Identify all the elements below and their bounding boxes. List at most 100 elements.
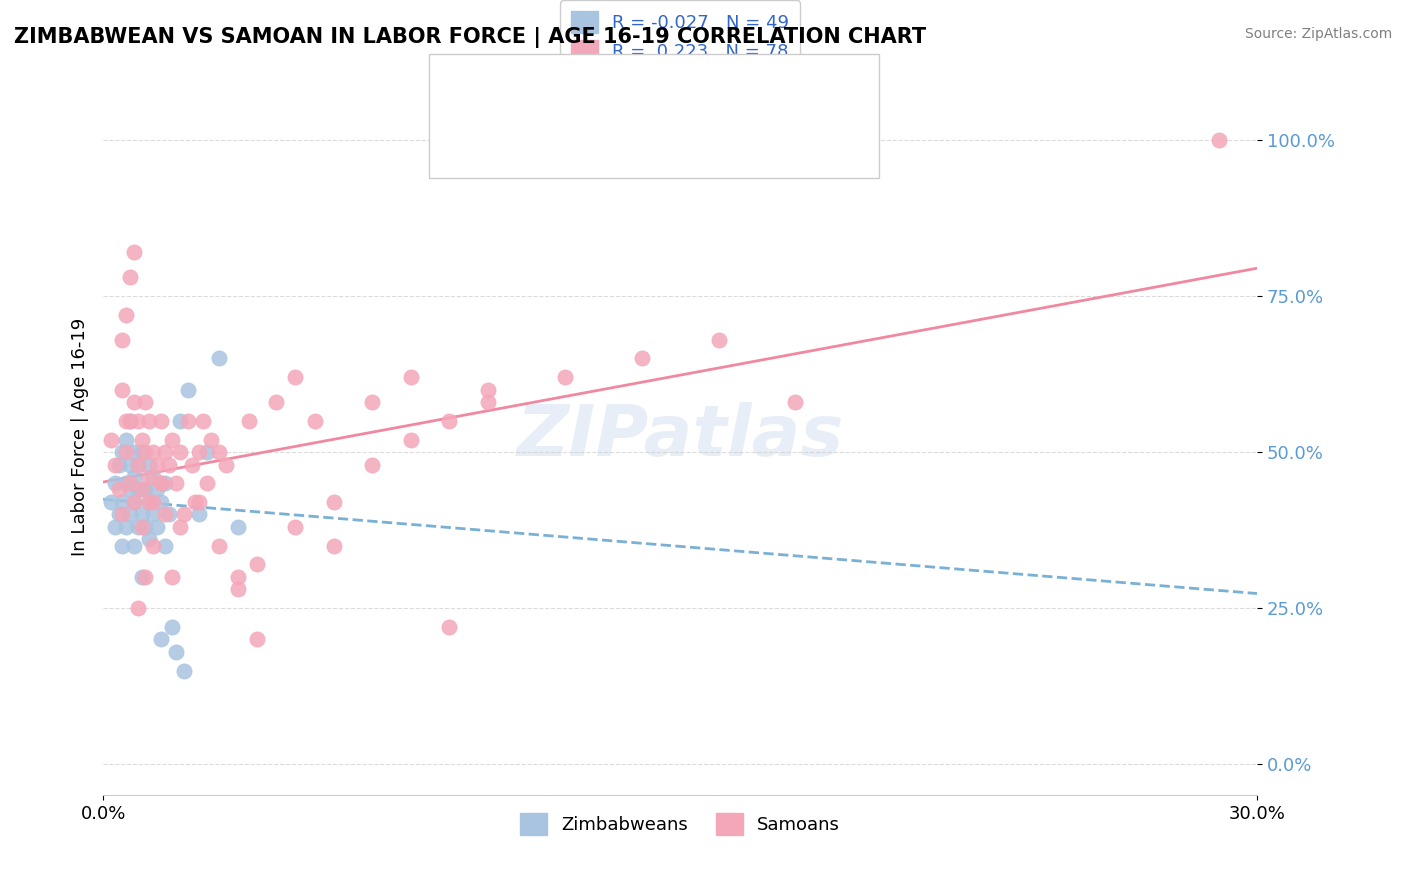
Point — [149, 495, 172, 509]
Point — [1208, 133, 1230, 147]
Point — [173, 508, 195, 522]
Point — [146, 458, 169, 472]
Point — [134, 445, 156, 459]
Point — [131, 433, 153, 447]
Point — [399, 370, 422, 384]
Point — [131, 445, 153, 459]
Point — [146, 483, 169, 497]
Point — [226, 520, 249, 534]
Point — [122, 445, 145, 459]
Point — [111, 495, 134, 509]
Point — [100, 495, 122, 509]
Point — [169, 520, 191, 534]
Point — [226, 570, 249, 584]
Point — [215, 458, 238, 472]
Point — [399, 433, 422, 447]
Point — [322, 495, 344, 509]
Point — [200, 433, 222, 447]
Point — [118, 458, 141, 472]
Point — [707, 333, 730, 347]
Point — [630, 351, 652, 366]
Point — [138, 495, 160, 509]
Point — [304, 414, 326, 428]
Point — [127, 601, 149, 615]
Point — [134, 483, 156, 497]
Point — [477, 395, 499, 409]
Point — [188, 508, 211, 522]
Point — [162, 570, 184, 584]
Point — [169, 445, 191, 459]
Point — [195, 476, 218, 491]
Point — [195, 445, 218, 459]
Point — [131, 570, 153, 584]
Point — [162, 620, 184, 634]
Point — [165, 645, 187, 659]
Point — [138, 533, 160, 547]
Point — [111, 383, 134, 397]
Point — [122, 245, 145, 260]
Point — [111, 539, 134, 553]
Point — [118, 483, 141, 497]
Point — [115, 414, 138, 428]
Point — [118, 508, 141, 522]
Point — [785, 395, 807, 409]
Point — [284, 370, 307, 384]
Point — [180, 458, 202, 472]
Point — [264, 395, 287, 409]
Point — [107, 508, 129, 522]
Point — [134, 520, 156, 534]
Point — [115, 445, 138, 459]
Point — [122, 539, 145, 553]
Point — [226, 582, 249, 597]
Point — [127, 483, 149, 497]
Point — [122, 495, 145, 509]
Point — [131, 483, 153, 497]
Point — [177, 383, 200, 397]
Point — [118, 476, 141, 491]
Point — [104, 458, 127, 472]
Point — [138, 495, 160, 509]
Point — [122, 395, 145, 409]
Point — [142, 539, 165, 553]
Point — [111, 508, 134, 522]
Point — [127, 414, 149, 428]
Point — [439, 414, 461, 428]
Point — [477, 383, 499, 397]
Text: ZIPatlas: ZIPatlas — [516, 402, 844, 471]
Point — [146, 520, 169, 534]
Point — [142, 470, 165, 484]
Point — [184, 495, 207, 509]
Point — [149, 414, 172, 428]
Point — [127, 520, 149, 534]
Text: ZIMBABWEAN VS SAMOAN IN LABOR FORCE | AGE 16-19 CORRELATION CHART: ZIMBABWEAN VS SAMOAN IN LABOR FORCE | AG… — [14, 27, 927, 48]
Y-axis label: In Labor Force | Age 16-19: In Labor Force | Age 16-19 — [72, 318, 89, 556]
Point — [118, 414, 141, 428]
Point — [100, 433, 122, 447]
Point — [157, 458, 180, 472]
Point — [246, 632, 269, 647]
Point — [142, 445, 165, 459]
Point — [149, 632, 172, 647]
Point — [122, 470, 145, 484]
Point — [127, 458, 149, 472]
Point — [153, 445, 176, 459]
Point — [115, 520, 138, 534]
Point — [142, 495, 165, 509]
Point — [111, 445, 134, 459]
Point — [191, 414, 214, 428]
Point — [188, 445, 211, 459]
Point — [157, 508, 180, 522]
Point — [115, 433, 138, 447]
Point — [118, 270, 141, 285]
Point — [134, 395, 156, 409]
Point — [246, 558, 269, 572]
Point — [131, 508, 153, 522]
Point — [115, 476, 138, 491]
Point — [207, 445, 229, 459]
Point — [173, 664, 195, 678]
Point — [153, 508, 176, 522]
Point — [142, 508, 165, 522]
Point — [131, 520, 153, 534]
Point — [153, 476, 176, 491]
Point — [138, 458, 160, 472]
